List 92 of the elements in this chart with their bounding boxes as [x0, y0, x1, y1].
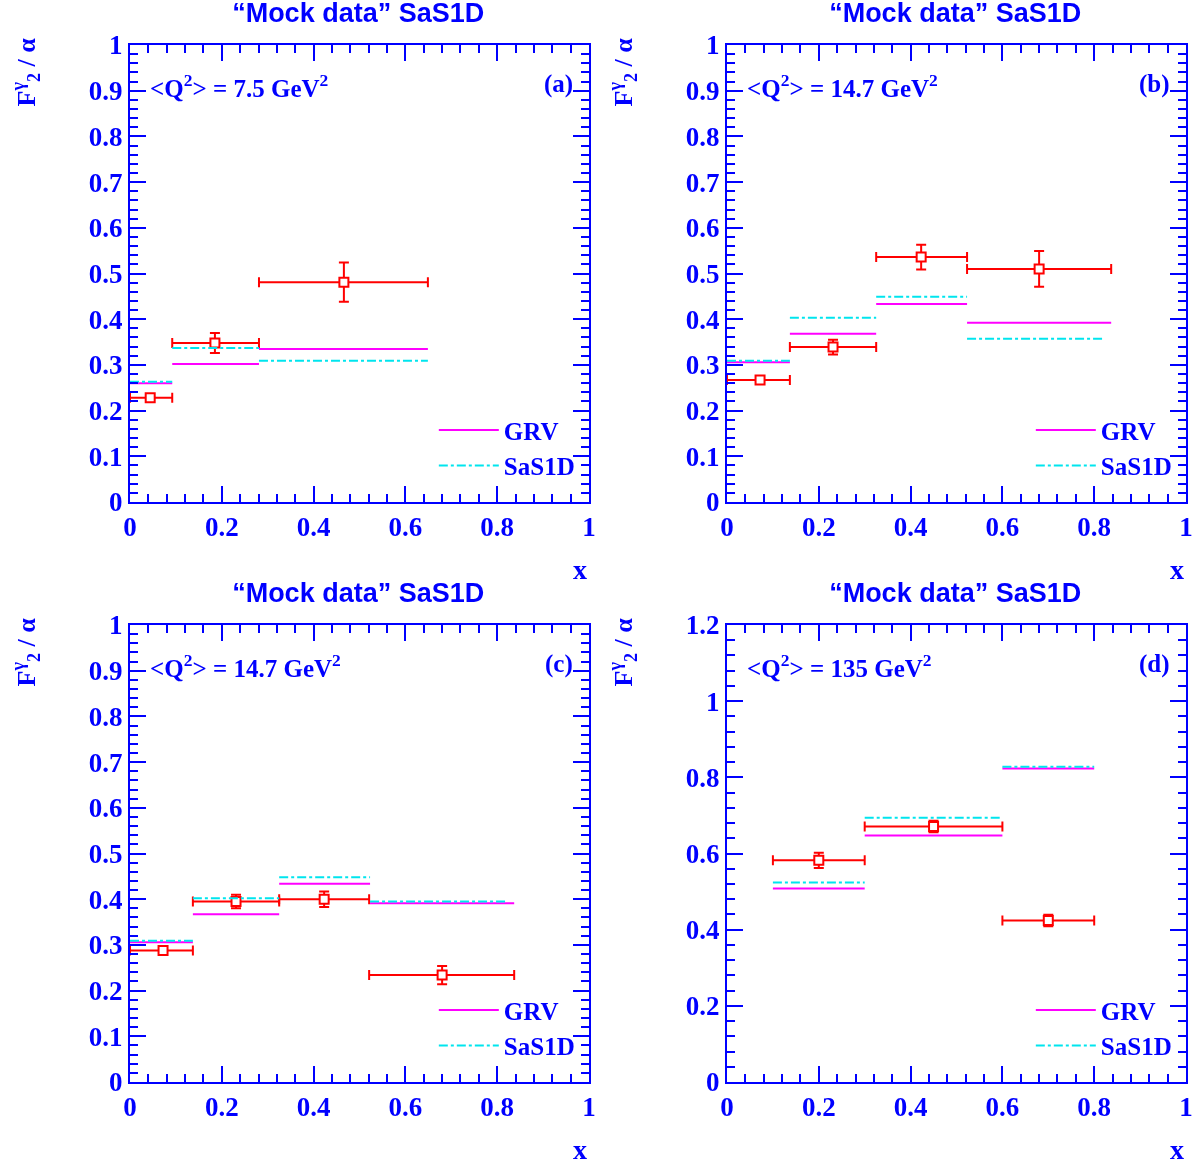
- y-tick-label: 0.7: [88, 747, 123, 778]
- x-tick-label: 1: [582, 512, 596, 543]
- point: [436, 969, 448, 981]
- point: [338, 276, 350, 288]
- x-tick-label: 0.2: [801, 1092, 836, 1123]
- x-axis-title: x: [573, 1134, 587, 1161]
- y-tick-label: 0: [706, 487, 720, 518]
- y-tick-label: 0: [706, 1067, 720, 1098]
- y-tick-label: 0.3: [685, 350, 720, 381]
- y-tick-label: 0.5: [88, 258, 123, 289]
- x-tick-label: 0.4: [296, 1092, 331, 1123]
- y-tick-label: 0.2: [685, 991, 720, 1022]
- y-tick-label: 0.4: [685, 304, 720, 335]
- y-tick-label: 0.5: [685, 258, 720, 289]
- x-tick-label: 0.2: [204, 1092, 239, 1123]
- y-tick-label: 0.1: [88, 1021, 123, 1052]
- annotation: <Q$^{2}$> = 135 GeV$^{2}$: [747, 650, 932, 682]
- y-tick-label: 0.9: [88, 656, 123, 687]
- x-tick-label: 0.4: [893, 1092, 928, 1123]
- y-tick-label: 0.4: [88, 884, 123, 915]
- y-tick-label: 0.8: [88, 121, 123, 152]
- legend-label: SaS1D: [503, 453, 575, 481]
- point: [209, 337, 221, 349]
- chart-title: “Mock data” SaS1D: [232, 0, 485, 28]
- point: [754, 374, 766, 386]
- y-tick-label: 0.1: [685, 441, 720, 472]
- x-tick-label: 0.4: [296, 512, 331, 543]
- annotation: (a): [544, 70, 574, 98]
- x-tick-label: 0.2: [204, 512, 239, 543]
- y-tick-label: 0.4: [88, 304, 123, 335]
- y-tick-label: 0.6: [88, 793, 123, 824]
- y-tick-label: 0.2: [88, 976, 123, 1007]
- legend-label: SaS1D: [1100, 453, 1172, 481]
- y-tick-label: 0.9: [685, 76, 720, 107]
- y-tick-label: 0.7: [88, 167, 123, 198]
- x-tick-label: 0.6: [985, 512, 1020, 543]
- chart-title: “Mock data” SaS1D: [829, 577, 1082, 608]
- y-tick-label: 0.5: [88, 838, 123, 869]
- point: [1033, 263, 1045, 275]
- y-tick-label: 0.2: [88, 396, 123, 427]
- point: [157, 944, 169, 956]
- y-tick-label: 0.7: [685, 167, 720, 198]
- y-tick-label: 0.8: [685, 762, 720, 793]
- y-tick-label: 1: [109, 610, 123, 641]
- point: [915, 251, 927, 263]
- legend-label: GRV: [503, 417, 559, 445]
- x-tick-label: 1: [1179, 1092, 1193, 1123]
- y-tick-label: 0: [109, 1067, 123, 1098]
- annotation: <Q$^{2}$> = 7.5 GeV$^{2}$: [150, 70, 329, 102]
- y-tick-label: 0.4: [685, 915, 720, 946]
- annotation: (c): [545, 650, 573, 678]
- x-tick-label: 1: [582, 1092, 596, 1123]
- point: [144, 392, 156, 404]
- y-tick-label: 0.8: [88, 701, 123, 732]
- annotation: <Q$^{2}$> = 14.7 GeV$^{2}$: [150, 650, 341, 682]
- y-tick-label: 0.3: [88, 350, 123, 381]
- y-tick-label: 0.6: [685, 213, 720, 244]
- x-axis-title: x: [573, 554, 587, 585]
- legend-label: SaS1D: [503, 1033, 575, 1061]
- y-tick-label: 1: [706, 686, 720, 717]
- y-tick-label: 0.1: [88, 441, 123, 472]
- x-tick-label: 0.8: [1077, 1092, 1112, 1123]
- annotation: (b): [1139, 70, 1170, 98]
- x-tick-label: 0.4: [893, 512, 928, 543]
- x-tick-label: 0.8: [1077, 512, 1112, 543]
- x-tick-label: 0.8: [480, 1092, 515, 1123]
- legend-label: GRV: [1100, 997, 1156, 1025]
- y-tick-label: 0.9: [88, 76, 123, 107]
- x-tick-label: 0.8: [480, 512, 515, 543]
- x-tick-label: 1: [1179, 512, 1193, 543]
- y-tick-label: 0.3: [88, 930, 123, 961]
- x-tick-label: 0.6: [388, 512, 423, 543]
- y-tick-label: 1.2: [685, 610, 720, 641]
- x-tick-label: 0.6: [388, 1092, 423, 1123]
- y-tick-label: 0: [109, 487, 123, 518]
- legend-label: GRV: [503, 997, 559, 1025]
- x-tick-label: 0.6: [985, 1092, 1020, 1123]
- y-tick-label: 0.2: [685, 396, 720, 427]
- annotation: (d): [1139, 650, 1170, 678]
- y-tick-label: 0.8: [685, 121, 720, 152]
- y-tick-label: 1: [706, 30, 720, 61]
- chart-title: “Mock data” SaS1D: [829, 0, 1082, 28]
- x-axis-title: x: [1170, 554, 1184, 585]
- legend-label: GRV: [1100, 417, 1156, 445]
- y-tick-label: 0.6: [88, 213, 123, 244]
- x-tick-label: 0.2: [801, 512, 836, 543]
- annotation: <Q$^{2}$> = 14.7 GeV$^{2}$: [747, 70, 938, 102]
- x-axis-title: x: [1170, 1134, 1184, 1161]
- y-tick-label: 1: [109, 30, 123, 61]
- legend-label: SaS1D: [1100, 1033, 1172, 1061]
- y-tick-label: 0.6: [685, 838, 720, 869]
- chart-title: “Mock data” SaS1D: [232, 577, 485, 608]
